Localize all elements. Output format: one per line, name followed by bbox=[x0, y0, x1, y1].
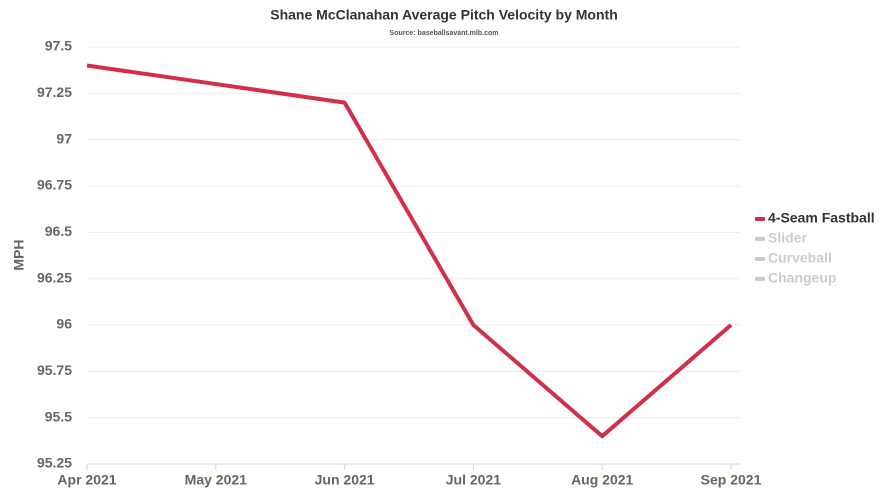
x-tick-label: Jun 2021 bbox=[315, 472, 375, 488]
x-tick-label: Aug 2021 bbox=[571, 472, 633, 488]
chart-subtitle: Source: baseballsavant.mlb.com bbox=[390, 30, 499, 37]
legend-item[interactable]: Slider bbox=[768, 230, 807, 246]
legend-swatch bbox=[755, 237, 765, 241]
y-tick-label: 95.25 bbox=[37, 455, 72, 471]
y-tick-label: 97 bbox=[56, 130, 72, 146]
chart-title: Shane McClanahan Average Pitch Velocity … bbox=[270, 7, 618, 23]
y-tick-label: 96 bbox=[56, 316, 72, 332]
y-tick-label: 97.5 bbox=[45, 38, 72, 54]
y-tick-label: 96.25 bbox=[37, 269, 72, 285]
legend-item[interactable]: Changeup bbox=[768, 270, 836, 286]
y-tick-label: 95.5 bbox=[45, 408, 72, 424]
legend-item[interactable]: 4-Seam Fastball bbox=[768, 210, 875, 226]
y-tick-label: 95.75 bbox=[37, 362, 72, 378]
legend-swatch bbox=[755, 217, 765, 221]
x-tick-label: Apr 2021 bbox=[57, 472, 116, 488]
y-tick-label: 97.25 bbox=[37, 84, 72, 100]
y-tick-label: 96.75 bbox=[37, 177, 72, 193]
x-tick-label: Sep 2021 bbox=[701, 472, 762, 488]
legend-swatch bbox=[755, 277, 765, 281]
legend-item[interactable]: Curveball bbox=[768, 250, 832, 266]
x-tick-label: Jul 2021 bbox=[446, 472, 501, 488]
data-line bbox=[86, 63, 733, 439]
x-tick-label: May 2021 bbox=[185, 472, 247, 488]
y-tick-label: 96.5 bbox=[45, 223, 72, 239]
y-axis-label: MPH bbox=[11, 239, 27, 270]
legend-swatch bbox=[755, 257, 765, 261]
